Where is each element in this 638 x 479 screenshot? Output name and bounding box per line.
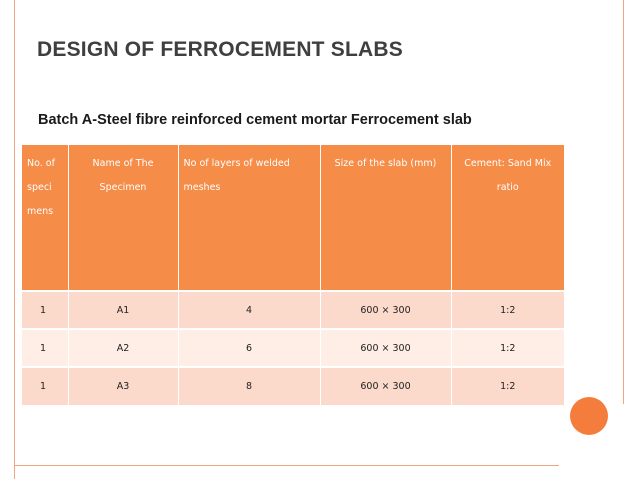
- header-no-of-specimens: No. of speci mens: [22, 145, 69, 291]
- cell-mesh-layers: 4: [178, 290, 321, 329]
- cell-count: 1: [22, 290, 69, 329]
- cell-mesh-layers: 6: [178, 328, 321, 367]
- slide-title: DESIGN OF FERROCEMENT SLABS: [37, 38, 403, 61]
- header-mix-ratio: Cement: Sand Mix ratio: [451, 145, 564, 291]
- cell-slab-size: 600 × 300: [320, 290, 452, 329]
- corner-circle-decoration: [570, 397, 608, 435]
- frame-bottom-line: [14, 465, 559, 466]
- header-specimen-name: Name of The Specimen: [68, 145, 179, 291]
- specimen-table: No. of speci mens Name of The Specimen N…: [22, 145, 564, 405]
- cell-count: 1: [22, 328, 69, 367]
- cell-slab-size: 600 × 300: [320, 328, 452, 367]
- table-header-row: No. of speci mens Name of The Specimen N…: [22, 145, 564, 291]
- header-slab-size: Size of the slab (mm): [320, 145, 452, 291]
- cell-specimen-name: A1: [68, 290, 179, 329]
- cell-count: 1: [22, 366, 69, 405]
- header-mesh-layers: No of layers of welded meshes: [178, 145, 321, 291]
- cell-mix-ratio: 1:2: [451, 328, 564, 367]
- cell-mix-ratio: 1:2: [451, 366, 564, 405]
- table-row: 1 A2 6 600 × 300 1:2: [22, 328, 564, 367]
- cell-specimen-name: A3: [68, 366, 179, 405]
- cell-specimen-name: A2: [68, 328, 179, 367]
- table-row: 1 A1 4 600 × 300 1:2: [22, 290, 564, 329]
- table-row: 1 A3 8 600 × 300 1:2: [22, 366, 564, 405]
- cell-mix-ratio: 1:2: [451, 290, 564, 329]
- cell-mesh-layers: 8: [178, 366, 321, 405]
- cell-slab-size: 600 × 300: [320, 366, 452, 405]
- frame-right-line: [623, 0, 624, 404]
- frame-left-line: [14, 0, 15, 479]
- slide-subtitle: Batch A-Steel fibre reinforced cement mo…: [38, 112, 472, 128]
